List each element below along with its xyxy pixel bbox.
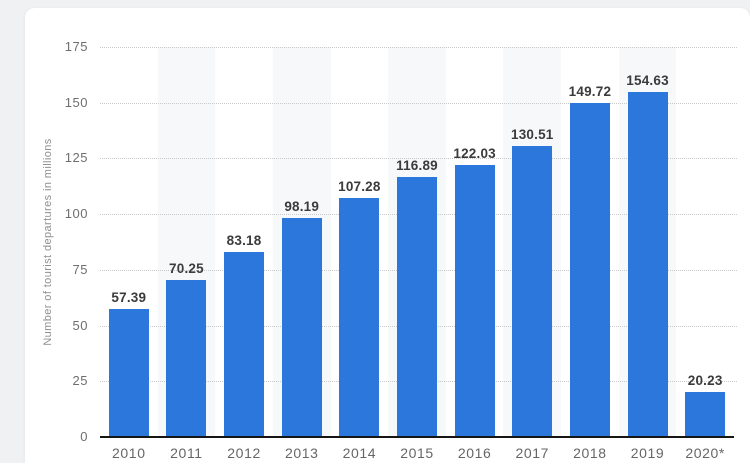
- bar-2012[interactable]: [224, 251, 265, 437]
- bar-value-label: 20.23: [687, 372, 723, 388]
- bar-value-label: 98.19: [284, 199, 320, 215]
- bar-2017[interactable]: [512, 146, 553, 437]
- bar-2019[interactable]: [627, 92, 668, 437]
- x-tick-label: 2018: [573, 445, 607, 461]
- bar-value-label: 107.28: [338, 178, 381, 194]
- y-axis-title: Number of tourist departures in millions: [42, 138, 54, 346]
- y-tick-label: 175: [64, 39, 88, 54]
- y-tick-label: 125: [64, 150, 88, 166]
- bar-2015[interactable]: [397, 176, 437, 437]
- bar-value-label: 130.51: [511, 127, 554, 143]
- x-tick-label: 2014: [342, 445, 377, 461]
- x-axis-line: [100, 436, 734, 438]
- bar-value-label: 83.18: [226, 232, 262, 248]
- y-tick-label: 100: [64, 206, 88, 222]
- gridline: [100, 47, 737, 48]
- bar-2013[interactable]: [281, 218, 322, 437]
- bar-2016[interactable]: [454, 165, 495, 437]
- bar-2018[interactable]: [569, 103, 610, 437]
- x-tick-label: 2013: [284, 445, 319, 461]
- bar-value-label: 149.72: [568, 84, 612, 100]
- x-tick-label: 2010: [112, 445, 146, 461]
- x-tick-label: 2017: [515, 445, 550, 461]
- bar-2011[interactable]: [166, 280, 207, 437]
- bar-value-label: 122.03: [453, 146, 496, 162]
- bar-2020*[interactable]: [685, 391, 726, 437]
- x-tick-label: 2015: [400, 445, 434, 461]
- y-tick-label: 150: [64, 94, 88, 110]
- y-tick-label: 0: [80, 429, 88, 444]
- bar-value-label: 116.89: [396, 157, 438, 173]
- x-tick-label: 2011: [170, 445, 203, 461]
- x-tick-label: 2012: [227, 445, 261, 461]
- bar-2010[interactable]: [108, 309, 149, 437]
- y-tick-label: 25: [72, 373, 88, 389]
- bar-2014[interactable]: [339, 197, 380, 437]
- y-tick-label: 50: [72, 317, 88, 333]
- y-tick-label: 75: [72, 261, 88, 277]
- x-tick-label: 2016: [457, 445, 492, 461]
- bar-value-label: 70.25: [169, 261, 204, 277]
- bar-value-label: 57.39: [111, 290, 147, 306]
- x-tick-label: 2019: [630, 445, 665, 461]
- x-tick-label: 2020*: [685, 445, 725, 461]
- bar-value-label: 154.63: [626, 73, 669, 89]
